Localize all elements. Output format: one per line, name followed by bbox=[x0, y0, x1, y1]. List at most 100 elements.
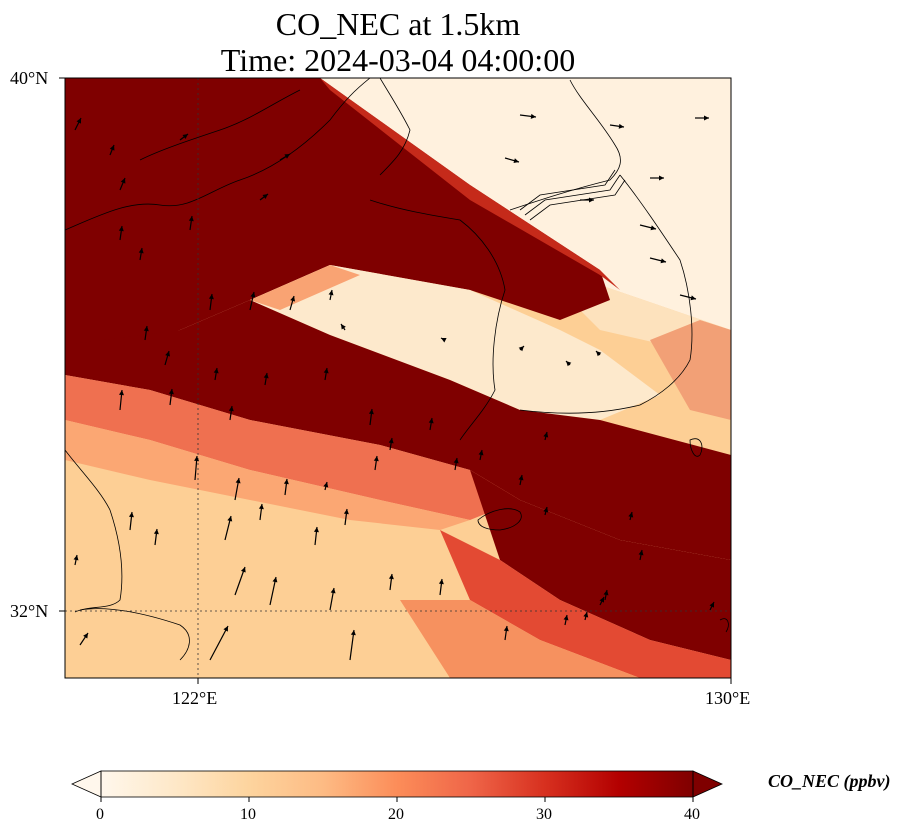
colorbar-extend-low bbox=[71, 770, 102, 798]
wind-arrow-head bbox=[143, 326, 149, 332]
jeju-island bbox=[477, 508, 522, 531]
wind-arrow-head bbox=[563, 615, 569, 621]
wind-arrow-head bbox=[373, 456, 379, 462]
wind-arrow-head bbox=[283, 479, 289, 485]
wind-arrow-head bbox=[441, 338, 447, 343]
wind-arrow-head bbox=[284, 154, 290, 159]
wind-arrow-head bbox=[240, 567, 246, 573]
wind-arrow-head bbox=[566, 361, 572, 367]
wind-arrow-head bbox=[530, 113, 536, 119]
wind-arrow-head bbox=[599, 597, 604, 603]
coastlines bbox=[65, 78, 729, 661]
wind-arrow-head bbox=[704, 115, 709, 121]
colorbar-label: CO_NEC (ppbv) bbox=[768, 771, 891, 791]
wind-arrow-shaft bbox=[349, 629, 355, 661]
wind-arrow-head bbox=[543, 432, 549, 438]
colorbar-gradient bbox=[101, 771, 693, 797]
lat-label-40n: 40°N bbox=[10, 68, 49, 88]
wind-arrow-head bbox=[341, 324, 346, 330]
wind-arrow-head bbox=[618, 123, 624, 129]
colorbar-extend-high bbox=[692, 770, 723, 798]
wind-arrow-shaft bbox=[209, 625, 229, 661]
wind-arrow-head bbox=[76, 118, 81, 124]
lat-label-32n: 32°N bbox=[10, 601, 49, 621]
wind-arrow-head bbox=[153, 529, 159, 535]
wind-arrow-head bbox=[119, 390, 124, 396]
wind-arrow-head bbox=[213, 368, 219, 374]
wind-arrow-head bbox=[263, 373, 269, 379]
wind-arrow-head bbox=[350, 630, 356, 636]
colorbar-tick-10: 10 bbox=[240, 806, 256, 823]
central-plume-core bbox=[65, 300, 731, 560]
wind-arrow-head bbox=[388, 438, 394, 444]
map-time-subtitle: Time: 2024-03-04 04:00:00 bbox=[220, 42, 576, 78]
southern-plume-core bbox=[470, 470, 731, 660]
colorbar-tick-40: 40 bbox=[684, 806, 700, 823]
wind-arrow-head bbox=[290, 296, 296, 302]
colorbar-tick-30: 30 bbox=[536, 806, 552, 823]
lon-label-130e: 130°E bbox=[705, 688, 751, 708]
wind-arrow-head bbox=[235, 478, 241, 484]
wind-arrow-head bbox=[165, 351, 171, 357]
wind-arrow-head bbox=[603, 590, 609, 596]
wind-arrow-head bbox=[543, 507, 549, 513]
wind-arrow-head bbox=[223, 626, 228, 632]
wind-arrow-head bbox=[188, 216, 194, 222]
colorbar-tick-20: 20 bbox=[388, 806, 404, 823]
wind-arrow-head bbox=[638, 550, 644, 556]
wind-arrow-head bbox=[513, 158, 519, 164]
wind-arrow-head bbox=[128, 512, 134, 518]
wind-arrow-head bbox=[660, 258, 666, 264]
wind-arrow-head bbox=[330, 588, 336, 594]
wind-arrow-head bbox=[328, 290, 334, 296]
wind-arrow-head bbox=[272, 577, 278, 583]
wind-arrow-head bbox=[659, 175, 664, 181]
wind-arrow-head bbox=[323, 368, 329, 374]
wind-arrow-head bbox=[388, 574, 394, 580]
map-frame bbox=[64, 77, 732, 679]
wind-arrow-head bbox=[478, 450, 484, 456]
wind-vectors bbox=[73, 113, 715, 661]
wind-arrow-head bbox=[596, 351, 602, 357]
wind-arrow-head bbox=[690, 295, 696, 301]
wind-arrow-head bbox=[73, 555, 79, 561]
map-area bbox=[65, 78, 731, 678]
wind-arrow-head bbox=[589, 197, 594, 203]
wind-arrow-head bbox=[518, 475, 524, 481]
wind-arrow-head bbox=[227, 516, 233, 522]
wind-arrow-head bbox=[262, 194, 268, 199]
wind-arrow-head bbox=[368, 409, 374, 415]
map-title: CO_NEC at 1.5km bbox=[275, 6, 521, 42]
wind-arrow-head bbox=[650, 225, 656, 231]
low-concentration-region bbox=[320, 78, 731, 330]
wind-arrow-head bbox=[83, 633, 88, 639]
mid-clean-pocket bbox=[250, 265, 660, 420]
wind-arrow-head bbox=[583, 612, 589, 618]
wind-arrow-head bbox=[194, 456, 200, 462]
wind-arrow-head bbox=[118, 226, 124, 232]
wind-arrow-head bbox=[453, 458, 459, 464]
wind-arrow-head bbox=[182, 134, 188, 139]
wind-arrow-head bbox=[258, 504, 264, 510]
wind-arrow-head bbox=[138, 248, 144, 254]
wind-arrow-head bbox=[709, 602, 714, 608]
wind-arrow-head bbox=[168, 389, 174, 395]
wind-arrow-head bbox=[313, 527, 319, 533]
northern-plume-core bbox=[65, 78, 610, 360]
wind-arrow-head bbox=[250, 292, 256, 298]
wind-arrow-head bbox=[518, 346, 524, 352]
wind-arrow-head bbox=[323, 482, 329, 488]
lon-label-122e: 122°E bbox=[172, 688, 218, 708]
wind-arrow-head bbox=[428, 418, 434, 424]
wind-arrow-head bbox=[503, 626, 509, 632]
colorbar bbox=[71, 770, 723, 802]
wind-arrow-head bbox=[628, 512, 634, 518]
wind-arrow-head bbox=[120, 178, 126, 184]
wind-arrow-head bbox=[228, 406, 234, 412]
wind-arrow-head bbox=[343, 509, 349, 515]
wind-arrow-head bbox=[109, 145, 115, 151]
wind-arrow-head bbox=[208, 294, 214, 300]
wind-arrow-head bbox=[438, 579, 444, 585]
colorbar-tick-0: 0 bbox=[96, 806, 104, 823]
